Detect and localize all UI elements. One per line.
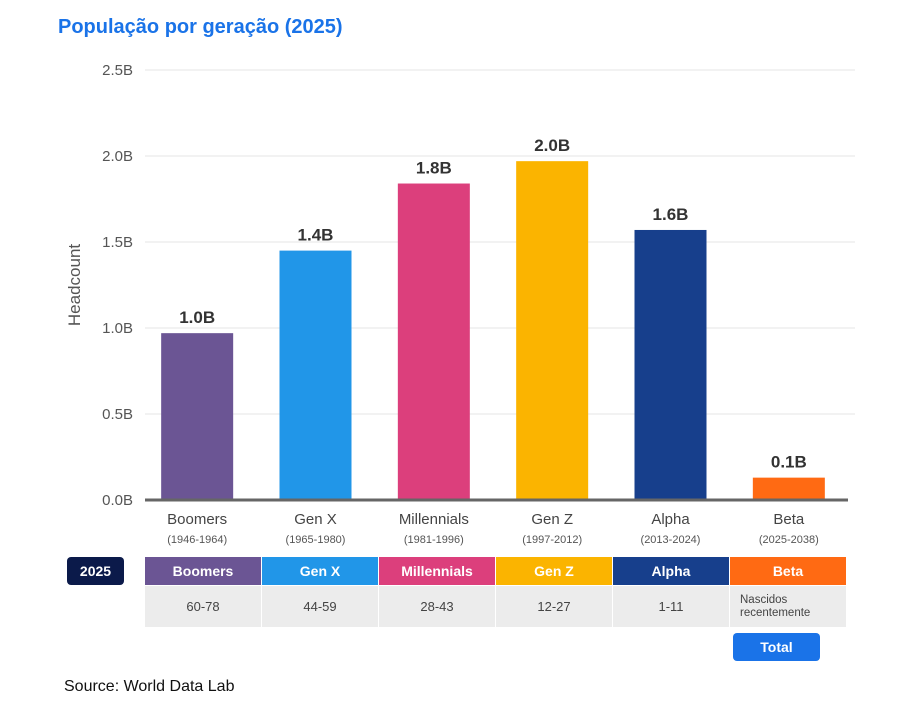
age-range-cell: 44-59 (262, 586, 378, 627)
bar (516, 161, 589, 500)
x-tick-years: (2025-2038) (759, 534, 819, 546)
total-button[interactable]: Total (733, 633, 820, 661)
x-tick-years: (1965-1980) (286, 534, 346, 546)
bar-value-label: 1.0B (179, 308, 215, 327)
generation-header: Boomers (145, 557, 261, 585)
bar-value-label: 2.0B (534, 136, 570, 155)
generation-header: Alpha (613, 557, 729, 585)
generation-header: Millennials (379, 557, 495, 585)
bar (752, 477, 825, 500)
y-axis-label: Headcount (65, 244, 84, 327)
chart-title: População por geração (2025) (58, 16, 343, 38)
x-tick-label: Gen X (294, 511, 337, 528)
x-tick-label: Gen Z (531, 511, 573, 528)
bar (279, 250, 352, 500)
x-tick-label: Boomers (167, 511, 227, 528)
bar-chart: 0.0B 0.5B 1.0B 1.5B 2.0B 2.5B Headcount 1.0B Boo… (65, 62, 855, 546)
x-tick-label: Beta (773, 511, 805, 528)
bar-value-label: 0.1B (771, 453, 807, 472)
bar-value-label: 1.6B (653, 205, 689, 224)
y-tick-label: 0.0B (102, 492, 133, 509)
y-tick-label: 2.5B (102, 62, 133, 79)
year-label: 2025 (67, 557, 124, 585)
x-tick-years: (1997-2012) (522, 534, 582, 546)
x-tick-years: (2013-2024) (641, 534, 701, 546)
x-tick-label: Millennials (399, 511, 469, 528)
age-range-cell: 1-11 (613, 586, 729, 627)
y-tick-label: 2.0B (102, 148, 133, 165)
bar-value-label: 1.8B (416, 159, 452, 178)
bar (161, 333, 234, 500)
bar (397, 183, 470, 500)
age-range-cell: 12-27 (496, 586, 612, 627)
age-range-cell: 28-43 (379, 586, 495, 627)
y-tick-label: 0.5B (102, 406, 133, 423)
y-tick-label: 1.5B (102, 234, 133, 251)
y-tick-label: 1.0B (102, 320, 133, 337)
x-tick-label: Alpha (651, 511, 690, 528)
generation-header: Beta (730, 557, 846, 585)
x-tick-years: (1981-1996) (404, 534, 464, 546)
x-tick-years: (1946-1964) (167, 534, 227, 546)
age-range-cell: 60-78 (145, 586, 261, 627)
bar-value-label: 1.4B (298, 226, 334, 245)
generation-header: Gen X (262, 557, 378, 585)
bar (634, 229, 707, 500)
age-range-cell: Nascidos recentemente (730, 586, 846, 627)
generation-header: Gen Z (496, 557, 612, 585)
source-note: Source: World Data Lab (64, 678, 235, 695)
